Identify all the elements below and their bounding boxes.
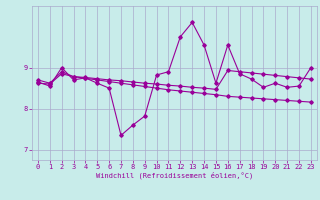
X-axis label: Windchill (Refroidissement éolien,°C): Windchill (Refroidissement éolien,°C) — [96, 172, 253, 179]
